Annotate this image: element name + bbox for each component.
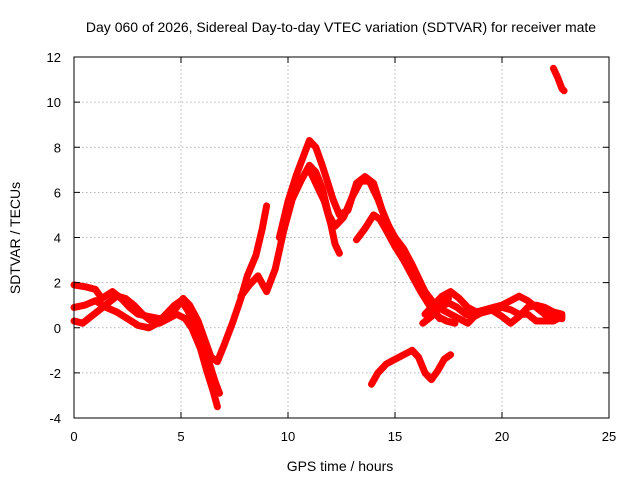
series-arc-3 <box>70 297 223 397</box>
grid-lines <box>74 57 609 418</box>
axis-ticks: 0 5 10 15 20 25 -4 -2 0 2 4 6 8 10 12 <box>47 50 617 444</box>
chart-title: Day 060 of 2026, Sidereal Day-to-day VTE… <box>86 19 596 35</box>
series-arc-7 <box>353 211 459 327</box>
x-axis-label: GPS time / hours <box>287 458 394 474</box>
series-arc-10 <box>438 303 566 327</box>
y-tick-label: -4 <box>49 411 61 426</box>
series-arc-6 <box>305 166 343 257</box>
series-arc-4 <box>237 161 444 323</box>
series-arc-11 <box>368 346 455 388</box>
x-tick-label: 0 <box>70 429 77 444</box>
data-series <box>70 64 568 411</box>
y-tick-label: 10 <box>47 95 61 110</box>
x-tick-label: 10 <box>281 429 295 444</box>
y-tick-label: 2 <box>54 276 61 291</box>
y-axis-label: SDTVAR / TECUs <box>7 182 23 294</box>
y-tick-label: 12 <box>47 50 61 65</box>
y-tick-label: 6 <box>54 185 61 200</box>
x-tick-label: 15 <box>388 429 402 444</box>
y-tick-label: 4 <box>54 231 61 246</box>
series-arc-12 <box>549 64 568 95</box>
series-arc-1 <box>70 202 271 366</box>
y-tick-label: -2 <box>49 366 61 381</box>
y-tick-label: 8 <box>54 140 61 155</box>
x-tick-label: 20 <box>495 429 509 444</box>
x-tick-label: 5 <box>177 429 184 444</box>
series-arc-5 <box>275 137 452 309</box>
x-tick-label: 25 <box>602 429 616 444</box>
y-tick-label: 0 <box>54 321 61 336</box>
